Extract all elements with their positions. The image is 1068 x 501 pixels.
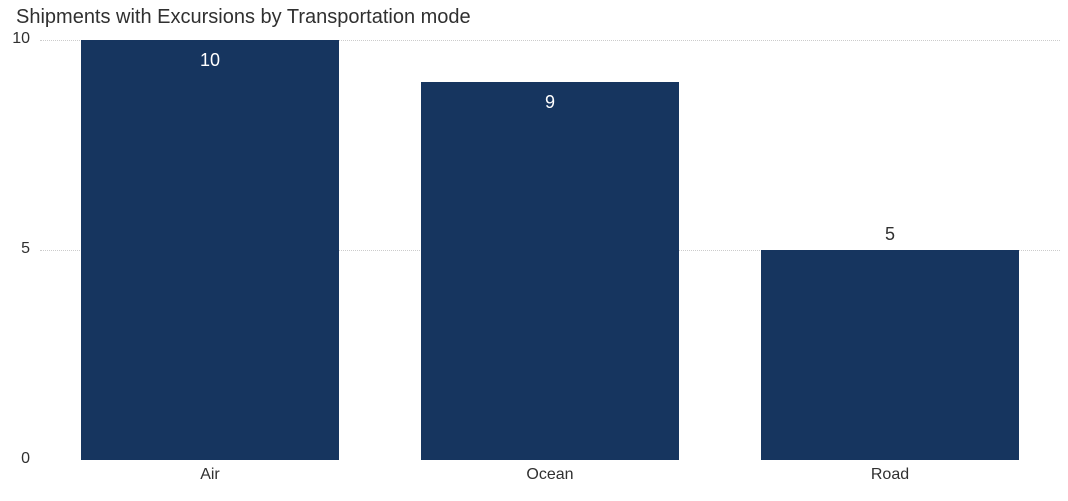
x-axis-category-label: Road: [761, 466, 1019, 484]
chart-title: Shipments with Excursions by Transportat…: [16, 6, 471, 29]
y-axis-tick-label: 10: [0, 30, 30, 48]
y-axis-tick-label: 5: [0, 240, 30, 258]
x-axis-category-label: Air: [81, 466, 339, 484]
bar-value-label: 9: [421, 92, 679, 113]
y-axis-tick-label: 0: [0, 450, 30, 468]
bar-chart: Shipments with Excursions by Transportat…: [0, 0, 1068, 501]
bar-value-label: 5: [761, 224, 1019, 245]
bar: [421, 82, 679, 460]
bar-value-label: 10: [81, 50, 339, 71]
bar: [761, 250, 1019, 460]
bar: [81, 40, 339, 460]
x-axis-category-label: Ocean: [421, 466, 679, 484]
